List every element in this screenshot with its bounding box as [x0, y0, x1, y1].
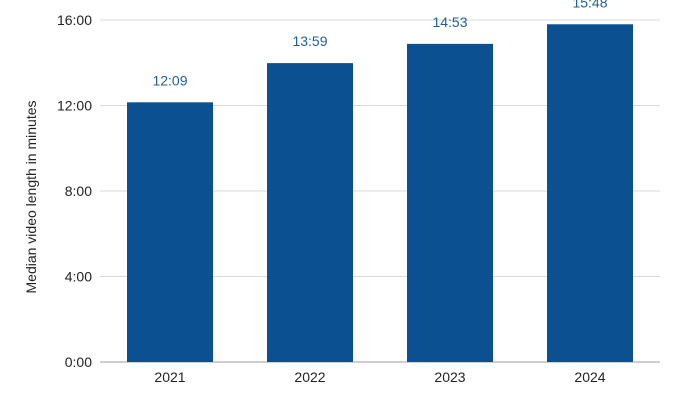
data-label-2024: 15:48 [572, 0, 607, 10]
bar-2023 [407, 43, 493, 362]
bar-2024 [547, 24, 633, 363]
data-labels: 12:09 13:59 14:53 15:48 [152, 0, 607, 88]
data-label-2023: 14:53 [432, 14, 467, 30]
data-label-2021: 12:09 [152, 72, 187, 88]
y-tick-label: 0:00 [65, 354, 92, 370]
y-axis-ticks: 0:00 4:00 8:00 12:00 16:00 [57, 12, 92, 370]
data-label-2022: 13:59 [292, 33, 327, 49]
x-tick-label-2024: 2024 [574, 369, 605, 385]
y-tick-label: 16:00 [57, 12, 92, 28]
bars [127, 24, 633, 363]
x-tick-label-2023: 2023 [434, 369, 465, 385]
bar-2022 [267, 63, 353, 363]
y-axis-title: Median video length in minutes [23, 100, 39, 293]
x-axis-ticks: 2021 2022 2023 2024 [154, 369, 605, 385]
y-tick-label: 12:00 [57, 98, 92, 114]
y-tick-label: 8:00 [65, 183, 92, 199]
x-tick-label-2021: 2021 [154, 369, 185, 385]
bar-2021 [127, 102, 213, 362]
y-tick-label: 4:00 [65, 269, 92, 285]
x-tick-label-2022: 2022 [294, 369, 325, 385]
